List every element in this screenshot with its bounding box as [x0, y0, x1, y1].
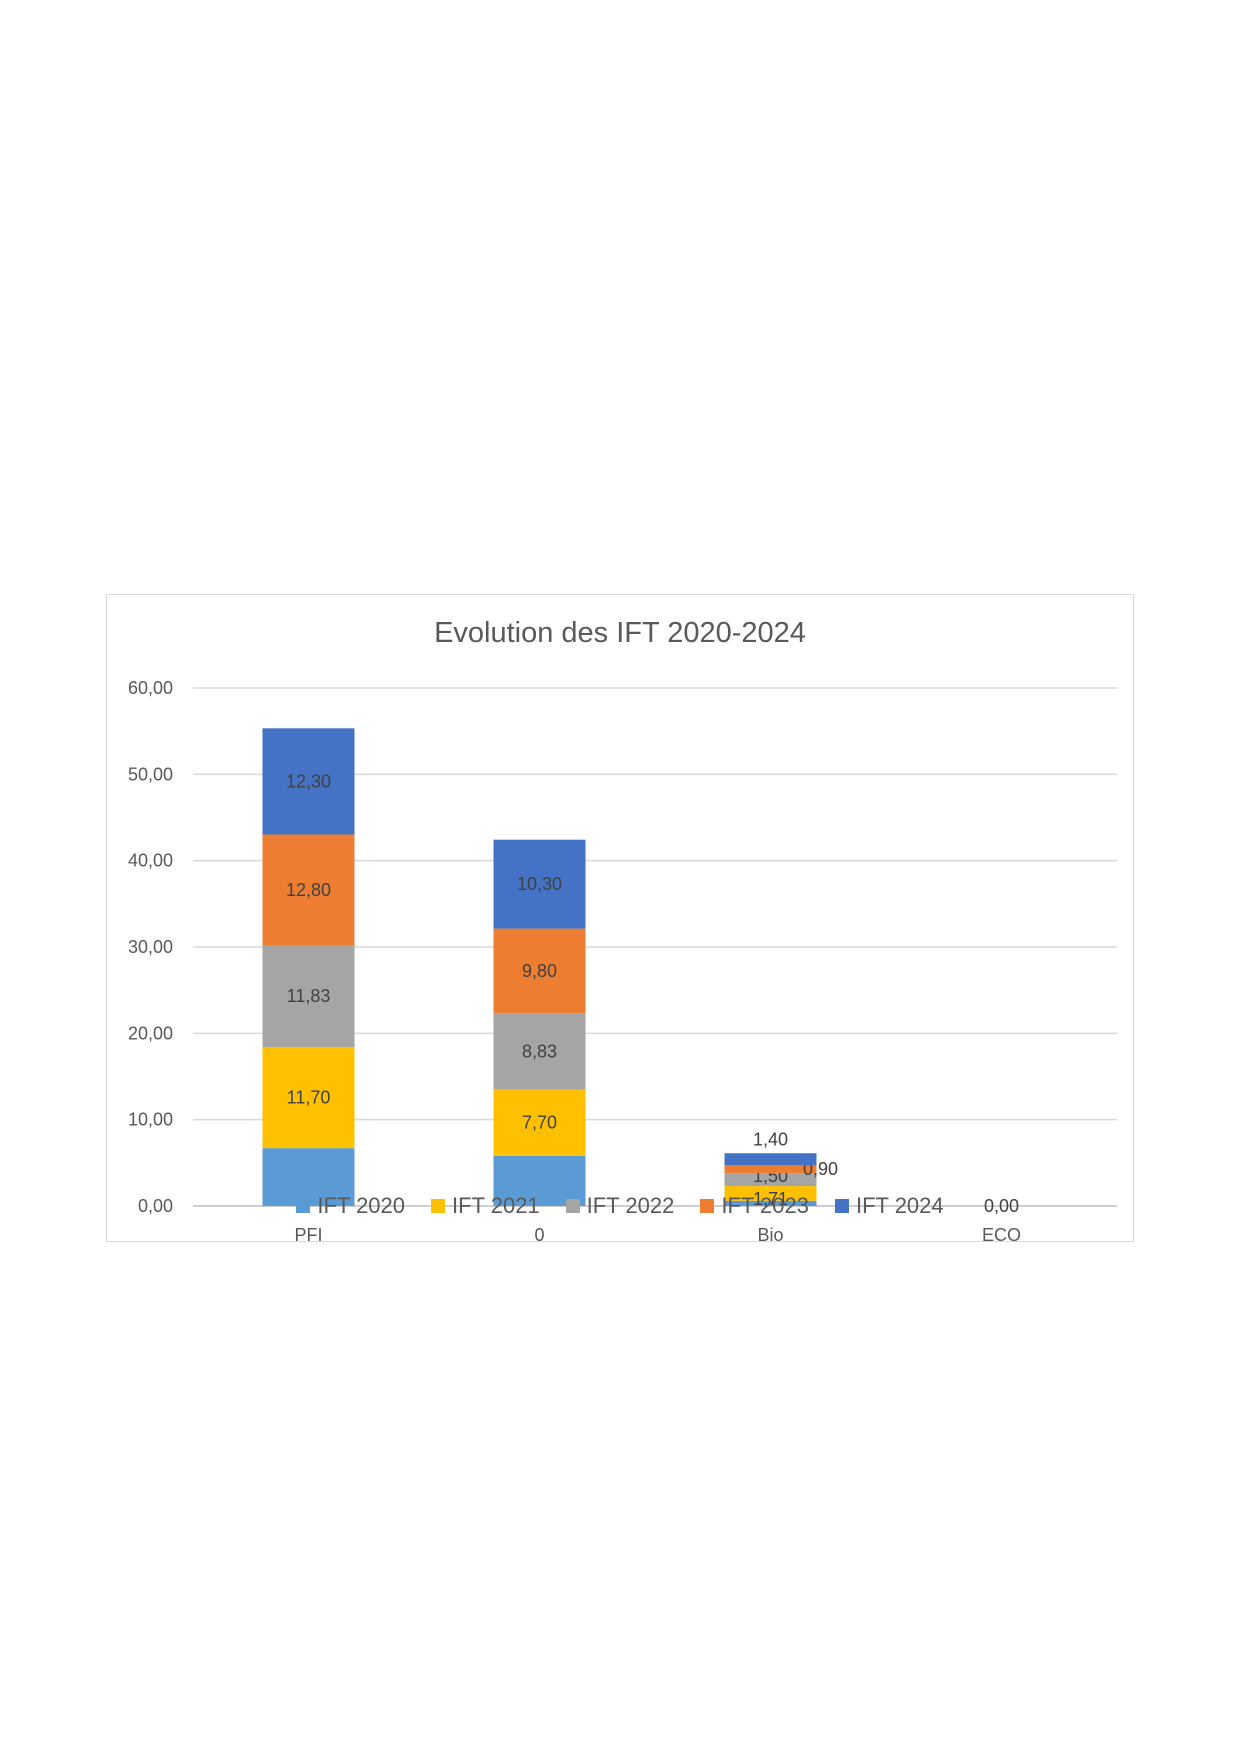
- legend-item: IFT 2024: [834, 1193, 944, 1219]
- legend-item: IFT 2023: [700, 1193, 809, 1219]
- data-label: 1,71: [753, 1189, 788, 1209]
- chart-frame: Evolution des IFT 2020-2024 0,00 10,00 20,…: [106, 594, 1134, 1242]
- bar-segment: [493, 839, 586, 929]
- bar-segment: [493, 1089, 586, 1156]
- data-label: 12,80: [286, 880, 331, 900]
- data-label: 1,40: [753, 1129, 788, 1149]
- x-tick-label: 0: [534, 1225, 544, 1241]
- bar-segment: [262, 728, 355, 835]
- bar-segment: [724, 1165, 817, 1174]
- legend-item: IFT 2021: [431, 1193, 540, 1219]
- bar-segment: [493, 1155, 586, 1206]
- data-label: 11,83: [287, 986, 331, 1006]
- legend-label: IFT 2022: [586, 1193, 675, 1218]
- chart-title: Evolution des IFT 2020-2024: [434, 617, 806, 649]
- legend-label: IFT 2023: [721, 1193, 809, 1218]
- x-tick-label: PFI: [294, 1225, 322, 1241]
- chart-plot: 0,00 10,00 20,00 30,00 40,00 50,00 60,00 11,70 1…: [128, 678, 1117, 1241]
- bar-segment: [262, 1047, 355, 1149]
- data-label: 0,00: [984, 1196, 1019, 1216]
- bar-segment: [493, 928, 586, 1014]
- chart-legend: IFT 2020 IFT 2021 IFT 2022 IFT 2023 IFT 2024: [107, 1193, 1133, 1219]
- data-label: 11,70: [287, 1088, 331, 1108]
- y-tick-label: 20,00: [128, 1023, 173, 1043]
- bar-segment: [493, 1013, 586, 1090]
- bar-segment: [724, 1153, 817, 1166]
- legend-swatch: [565, 1199, 580, 1213]
- x-tick-label: ECO: [982, 1225, 1021, 1241]
- y-tick-label: 40,00: [128, 851, 173, 871]
- bar-segment: [262, 945, 355, 1048]
- y-tick-label: 10,00: [128, 1110, 173, 1130]
- data-label: 10,30: [517, 874, 562, 894]
- y-tick-label: 60,00: [128, 678, 173, 698]
- legend-swatch: [700, 1199, 715, 1213]
- bar-segment: [262, 834, 355, 946]
- bar-segment: [262, 1148, 355, 1206]
- legend-label: IFT 2021: [452, 1193, 540, 1218]
- legend-label: IFT 2024: [855, 1193, 944, 1218]
- legend-swatch: [296, 1199, 311, 1213]
- y-tick-label: 0,00: [138, 1196, 173, 1216]
- bar-segment: [724, 1173, 817, 1187]
- y-tick-label: 30,00: [128, 937, 173, 957]
- bar-segment: [724, 1200, 817, 1206]
- data-label: 8,83: [522, 1041, 557, 1061]
- legend-item: IFT 2022: [565, 1193, 675, 1219]
- data-label: 9,80: [522, 961, 557, 981]
- bar-segment: [724, 1186, 817, 1201]
- legend-item: IFT 2020: [296, 1193, 405, 1219]
- legend-label: IFT 2020: [317, 1193, 406, 1218]
- x-tick-label: Bio: [757, 1225, 783, 1241]
- data-label: 7,70: [522, 1113, 557, 1133]
- data-label: 12,30: [286, 771, 331, 791]
- y-tick-label: 50,00: [128, 764, 173, 784]
- legend-swatch: [834, 1199, 849, 1213]
- legend-swatch: [431, 1199, 446, 1213]
